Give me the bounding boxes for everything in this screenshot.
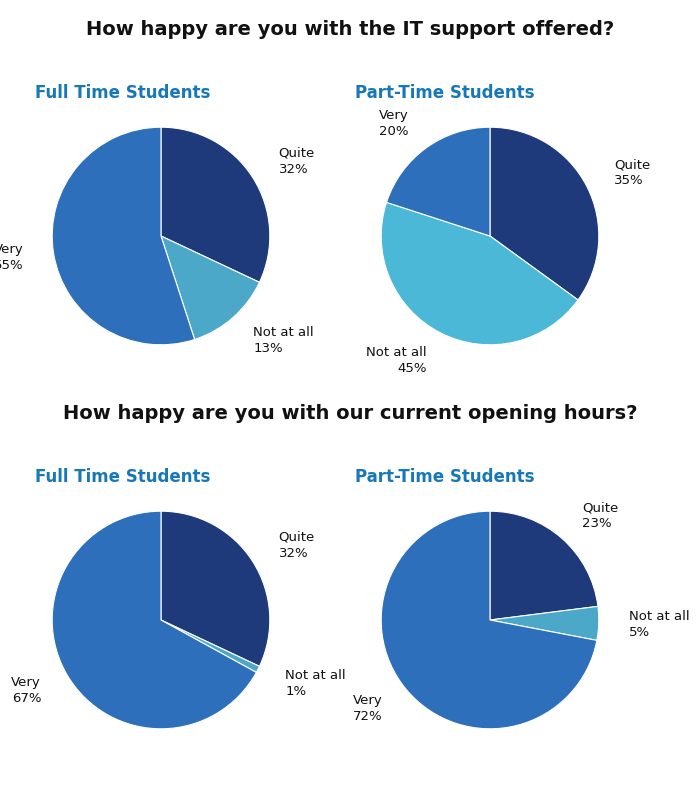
Wedge shape (52, 511, 256, 729)
Wedge shape (386, 127, 490, 236)
Text: Part-Time Students: Part-Time Students (355, 84, 534, 102)
Wedge shape (161, 236, 260, 339)
Text: Not at all
1%: Not at all 1% (285, 669, 346, 698)
Wedge shape (382, 511, 597, 729)
Text: Not at all
45%: Not at all 45% (366, 346, 427, 374)
Text: Very
55%: Very 55% (0, 243, 24, 272)
Wedge shape (161, 127, 270, 282)
Text: Not at all
13%: Not at all 13% (253, 326, 314, 355)
Text: Not at all
5%: Not at all 5% (629, 610, 690, 639)
Text: How happy are you with the IT support offered?: How happy are you with the IT support of… (86, 20, 614, 39)
Text: Full Time Students: Full Time Students (35, 468, 210, 486)
Text: How happy are you with our current opening hours?: How happy are you with our current openi… (63, 404, 637, 423)
Wedge shape (161, 620, 260, 673)
Wedge shape (490, 511, 598, 620)
Wedge shape (161, 511, 270, 666)
Wedge shape (490, 606, 598, 640)
Text: Part-Time Students: Part-Time Students (355, 468, 534, 486)
Text: Very
67%: Very 67% (11, 676, 41, 706)
Wedge shape (490, 127, 598, 300)
Text: Quite
23%: Quite 23% (582, 501, 618, 530)
Text: Very
20%: Very 20% (379, 109, 408, 138)
Text: Quite
35%: Quite 35% (614, 158, 650, 187)
Text: Quite
32%: Quite 32% (279, 531, 315, 560)
Text: Full Time Students: Full Time Students (35, 84, 210, 102)
Wedge shape (382, 202, 578, 345)
Wedge shape (52, 127, 195, 345)
Text: Quite
32%: Quite 32% (279, 147, 315, 176)
Text: Very
72%: Very 72% (353, 694, 383, 723)
